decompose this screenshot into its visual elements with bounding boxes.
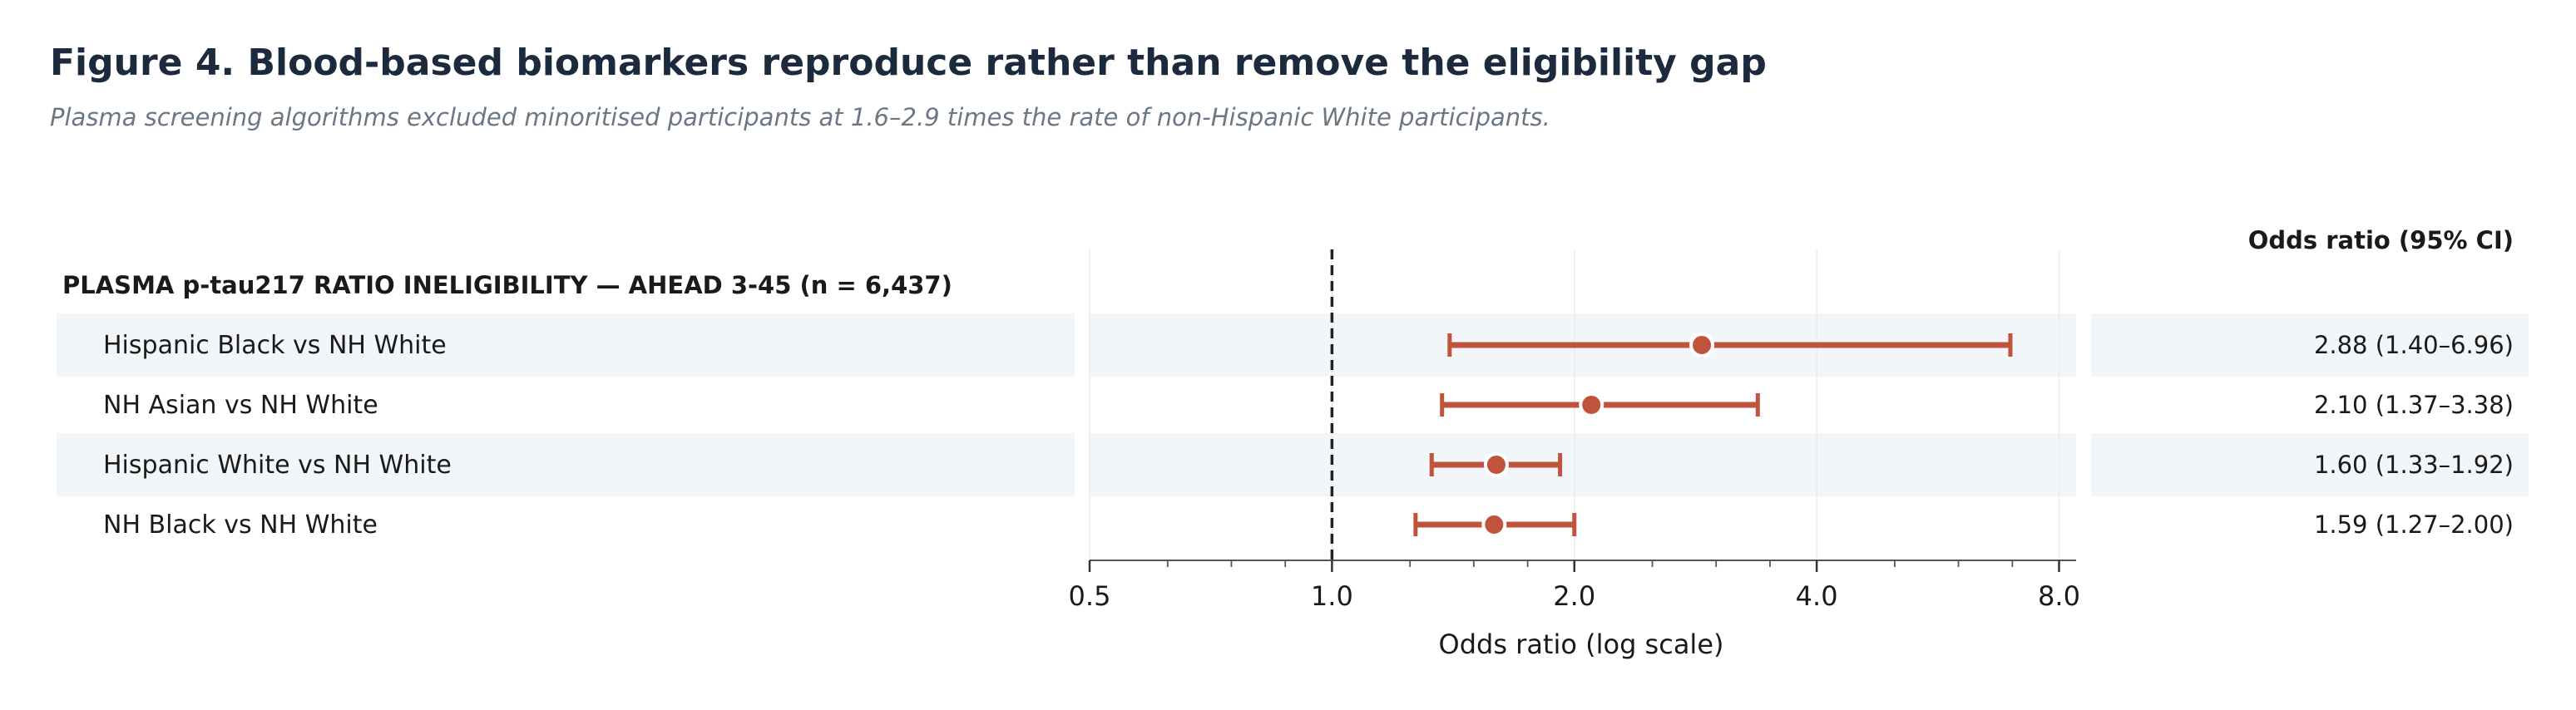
ci-values: 2.88 (1.40–6.96) 2.10 (1.37–3.38) 1.60 (1.… [2314, 331, 2514, 539]
row-stripe [57, 433, 1075, 496]
x-tick-label: 4.0 [1796, 580, 1838, 612]
row-labels: Hispanic Black vs NH White NH Asian vs NH… [103, 331, 452, 540]
row-stripe [2091, 313, 2529, 377]
x-tick-label: 0.5 [1069, 580, 1111, 612]
point-estimate [1689, 333, 1715, 357]
point-estimate [1481, 512, 1507, 537]
row-label: NH Asian vs NH White [103, 391, 378, 420]
figure-subtitle: Plasma screening algorithms excluded min… [50, 103, 1550, 131]
figure-title: Figure 4. Blood-based biomarkers reprodu… [50, 42, 1767, 84]
row-label: NH Black vs NH White [103, 510, 378, 540]
row-label: Hispanic White vs NH White [103, 451, 452, 480]
row-stripe [57, 313, 1075, 377]
ci-header: Odds ratio (95% CI) [2248, 226, 2514, 254]
x-tick-label: 2.0 [1553, 580, 1595, 612]
group-label: PLASMA p-tau217 RATIO INELIGIBILITY — AH… [62, 271, 952, 299]
x-tick-label: 1.0 [1311, 580, 1353, 612]
ci-value: 1.59 (1.27–2.00) [2314, 510, 2514, 539]
ci-value: 2.88 (1.40–6.96) [2314, 331, 2514, 359]
estimate-marks [1413, 333, 2013, 537]
row-stripes [57, 313, 2529, 496]
row-label: Hispanic Black vs NH White [103, 331, 447, 360]
row-stripe [2091, 433, 2529, 496]
x-tick-label: 8.0 [2038, 580, 2080, 612]
point-estimate [1483, 452, 1509, 477]
row-stripe [1090, 433, 2076, 496]
ci-value: 2.10 (1.37–3.38) [2314, 391, 2514, 419]
x-axis-label: Odds ratio (log scale) [1439, 629, 1724, 660]
point-estimate [1579, 392, 1604, 417]
x-axis: 0.5 1.0 2.0 4.0 8.0 [1069, 560, 2080, 612]
ci-value: 1.60 (1.33–1.92) [2314, 451, 2514, 479]
